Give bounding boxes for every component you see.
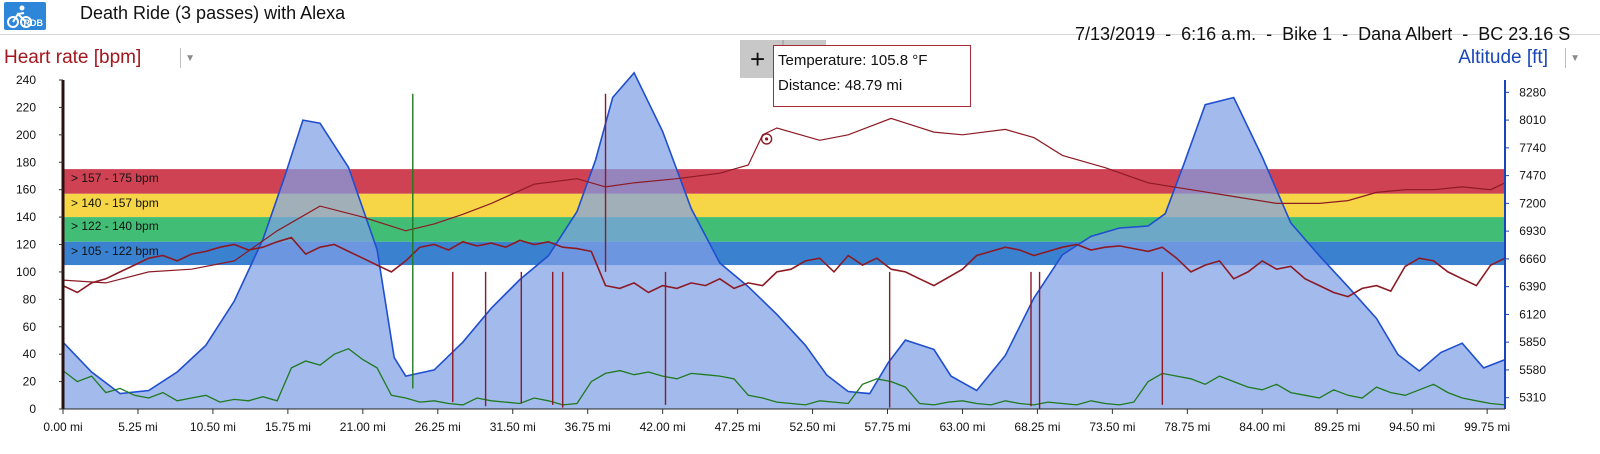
x-tick-label: 73.50 mi: [1089, 420, 1135, 434]
y2-tick-label: 6930: [1519, 224, 1546, 238]
zone-label: > 105 - 122 bpm: [71, 244, 159, 258]
ride-date: 7/13/2019: [1075, 24, 1156, 44]
data-tooltip: Temperature: 105.8 °F Distance: 48.79 mi: [773, 45, 971, 107]
cyclist-icon: [7, 5, 32, 28]
y2-tick-label: 5580: [1519, 363, 1546, 377]
zone-label: > 122 - 140 bpm: [71, 219, 159, 233]
y2-tick-label: 5310: [1519, 391, 1546, 405]
y-tick-label: 80: [23, 292, 37, 306]
ride-title: Death Ride (3 passes) with Alexa: [80, 3, 346, 23]
right-axis-dropdown[interactable]: ▼: [1565, 48, 1580, 68]
x-tick-label: 42.00 mi: [640, 420, 686, 434]
x-tick-label: 31.50 mi: [490, 420, 536, 434]
y-tick-label: 160: [16, 183, 36, 197]
y-tick-label: 200: [16, 128, 36, 142]
x-tick-label: 15.75 mi: [265, 420, 311, 434]
power-line: [62, 347, 1506, 406]
y2-tick-label: 7470: [1519, 169, 1546, 183]
x-tick-label: 26.25 mi: [415, 420, 461, 434]
ride-bike: Bike 1: [1282, 24, 1333, 44]
y2-tick-label: 8010: [1519, 113, 1546, 127]
tooltip-temperature: Temperature: 105.8 °F: [778, 52, 928, 69]
x-tick-label: 36.75 mi: [565, 420, 611, 434]
left-axis-dropdown[interactable]: ▼: [180, 48, 195, 68]
altitude-line: [62, 71, 1506, 395]
ride-meta: 7/13/2019 - 6:16 a.m. - Bike 1 - Dana Al…: [1075, 24, 1571, 44]
logo-text: RDB: [23, 18, 44, 28]
cursor-marker: [760, 133, 773, 145]
y-tick-label: 100: [16, 265, 36, 279]
y2-tick-label: 7200: [1519, 196, 1546, 210]
x-tick-label: 63.00 mi: [939, 420, 985, 434]
ride-time: 6:16 a.m.: [1181, 24, 1257, 44]
crosshair-plus-icon: +: [750, 44, 766, 74]
x-tick-label: 78.75 mi: [1164, 420, 1210, 434]
temperature-line: [62, 117, 1506, 284]
altitude-series: [62, 71, 1506, 410]
x-tick-label: 52.50 mi: [790, 420, 836, 434]
y2-tick-label: 8280: [1519, 85, 1546, 99]
x-tick-label: 5.25 mi: [118, 420, 157, 434]
left-axis-title: Heart rate [bpm]: [4, 47, 142, 68]
tooltip-distance: Distance: 48.79 mi: [778, 77, 903, 94]
y-tick-label: 220: [16, 100, 36, 114]
y-tick-label: 180: [16, 155, 36, 169]
ride-chart[interactable]: > 157 - 175 bpm > 140 - 157 bpm > 122 - 14…: [0, 70, 1600, 454]
x-tick-label: 57.75 mi: [864, 420, 910, 434]
x-tick-label: 89.25 mi: [1314, 420, 1360, 434]
x-tick-label: 10.50 mi: [190, 420, 236, 434]
y2-tick-label: 6660: [1519, 252, 1546, 266]
cursor-dot: [764, 137, 769, 141]
zone-label: > 157 - 175 bpm: [71, 171, 159, 185]
chart-lines: [62, 93, 1506, 409]
ride-rider: Dana Albert: [1358, 24, 1453, 44]
right-axis-title: Altitude [ft]: [1458, 47, 1548, 68]
altitude-area: [63, 72, 1505, 410]
chart-axes: 0 20 40 60 80 100 120 140 160 180 200 220 240 5310 558…: [16, 73, 1546, 434]
x-tick-label: 47.25 mi: [715, 420, 761, 434]
x-tick-label: 0.00 mi: [43, 420, 82, 434]
y-tick-label: 120: [16, 238, 36, 252]
zone-label: > 140 - 157 bpm: [71, 196, 159, 210]
chevron-down-icon: ▼: [185, 53, 195, 64]
y-tick-label: 40: [23, 347, 37, 361]
app-logo[interactable]: RDB: [4, 2, 46, 30]
heart-rate-line: [62, 236, 1506, 298]
y2-tick-label: 6390: [1519, 280, 1546, 294]
y-tick-label: 0: [29, 402, 36, 416]
x-tick-label: 21.00 mi: [340, 420, 386, 434]
chevron-down-icon: ▼: [1570, 53, 1580, 64]
x-tick-label: 68.25 mi: [1014, 420, 1060, 434]
y2-tick-label: 6120: [1519, 307, 1546, 321]
y-tick-label: 140: [16, 210, 36, 224]
y2-tick-label: 7740: [1519, 141, 1546, 155]
y-tick-label: 240: [16, 73, 36, 87]
x-tick-label: 84.00 mi: [1239, 420, 1285, 434]
x-tick-label: 99.75 mi: [1464, 420, 1510, 434]
y-tick-label: 60: [23, 320, 37, 334]
ride-bc: BC 23.16 S: [1478, 24, 1571, 44]
zone-band: [63, 193, 1505, 218]
y-tick-label: 20: [23, 375, 37, 389]
x-tick-label: 94.50 mi: [1389, 420, 1435, 434]
y2-tick-label: 5850: [1519, 335, 1546, 349]
title-bar: RDB Death Ride (3 passes) with Alexa 7/1…: [0, 0, 1600, 44]
